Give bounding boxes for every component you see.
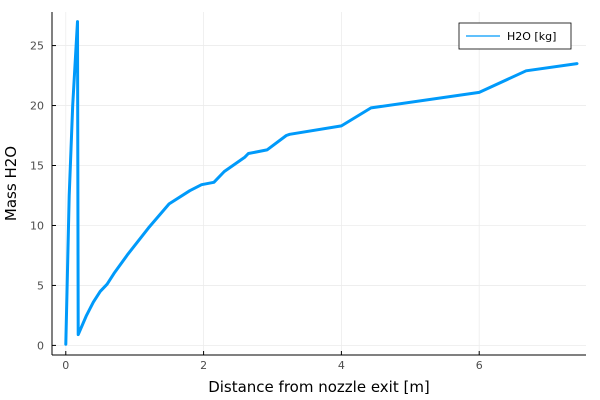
y-tick-label: 10: [30, 219, 44, 232]
y-tick-label: 0: [37, 339, 44, 352]
x-tick-label: 2: [200, 359, 207, 372]
legend-label: H2O [kg]: [507, 30, 556, 43]
grid-lines: [52, 12, 586, 355]
x-axis-label: Distance from nozzle exit [m]: [208, 378, 430, 396]
x-tick-label: 4: [338, 359, 345, 372]
y-tick-label: 15: [30, 160, 44, 173]
y-axis-label: Mass H2O: [2, 146, 20, 221]
y-tick-label: 25: [30, 40, 44, 53]
axes: [51, 12, 586, 356]
series-line: [64, 20, 579, 346]
legend: H2O [kg]: [458, 22, 572, 50]
y-tick-label: 5: [37, 279, 44, 292]
y-tick-label: 20: [30, 100, 44, 113]
series-layer: [64, 20, 579, 346]
x-tick-label: 6: [476, 359, 483, 372]
x-tick-label: 0: [62, 359, 69, 372]
tick-labels: 0 2 4 6 0 5 10 15 20 25: [30, 40, 483, 372]
